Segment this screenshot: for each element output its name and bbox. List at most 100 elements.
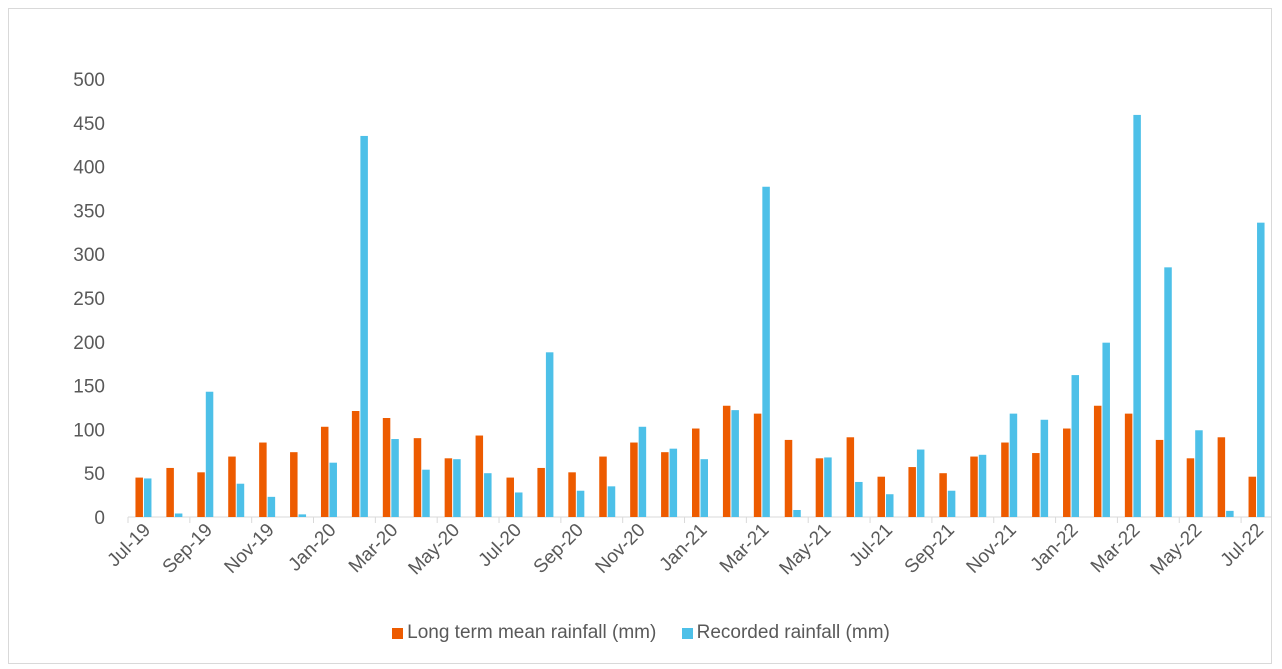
- x-tick-label: Mar-21: [716, 520, 773, 577]
- bar-long-term-mean: [290, 452, 298, 517]
- bar-long-term-mean: [692, 428, 700, 517]
- bar-recorded: [855, 481, 863, 517]
- y-tick-label: 450: [73, 114, 105, 135]
- bar-recorded: [1040, 419, 1049, 517]
- bar-long-term-mean: [444, 458, 453, 517]
- bar-recorded: [298, 514, 307, 517]
- bar-long-term-mean: [351, 411, 360, 517]
- y-tick-label: 250: [73, 289, 105, 310]
- bar-recorded: [267, 496, 276, 517]
- bar-long-term-mean: [939, 473, 947, 517]
- bar-recorded: [1133, 114, 1141, 517]
- bar-long-term-mean: [382, 418, 391, 517]
- bar-long-term-mean: [1032, 453, 1040, 517]
- bar-recorded: [1195, 430, 1203, 517]
- bar-recorded: [391, 439, 399, 517]
- x-tick-label: Jan-21: [656, 520, 712, 576]
- bar-long-term-mean: [722, 405, 731, 517]
- bar-recorded: [669, 448, 678, 517]
- bar-long-term-mean: [1155, 439, 1164, 517]
- legend-label-long-term-mean: Long term mean rainfall (mm): [407, 622, 657, 643]
- bar-long-term-mean: [1248, 476, 1257, 517]
- bar-recorded: [731, 410, 739, 517]
- x-tick-label: Nov-21: [963, 520, 1021, 578]
- bar-long-term-mean: [815, 458, 824, 517]
- x-tick-label: Mar-20: [345, 520, 402, 577]
- legend-swatch-long-term-mean: [392, 627, 404, 639]
- x-tick-label: Jul-21: [846, 520, 897, 571]
- y-tick-label: 50: [84, 464, 105, 485]
- bar-long-term-mean: [753, 413, 762, 517]
- bar-long-term-mean: [877, 476, 886, 517]
- x-tick-label: Sep-19: [159, 520, 217, 578]
- bar-long-term-mean: [197, 472, 205, 517]
- bar-recorded: [947, 490, 956, 517]
- legend-item-long-term-mean: Long term mean rainfall (mm): [392, 622, 656, 644]
- bar-long-term-mean: [1217, 437, 1226, 517]
- bar-recorded: [824, 457, 832, 517]
- legend-swatch-recorded: [681, 627, 693, 639]
- bar-long-term-mean: [630, 442, 638, 517]
- legend-label-recorded: Recorded rainfall (mm): [696, 622, 890, 643]
- x-tick-label: Jul-22: [1217, 520, 1268, 571]
- bar-long-term-mean: [1093, 405, 1102, 517]
- bar-recorded: [545, 352, 554, 517]
- bar-recorded: [576, 490, 585, 517]
- chart-frame: [8, 8, 1272, 664]
- bar-recorded: [514, 492, 523, 517]
- bar-recorded: [1164, 267, 1172, 517]
- bar-recorded: [638, 426, 647, 517]
- x-tick-label: Jan-20: [285, 520, 341, 576]
- y-tick-label: 0: [94, 508, 105, 529]
- bar-long-term-mean: [166, 467, 174, 517]
- y-tick-label: 500: [73, 70, 105, 91]
- bar-recorded: [484, 473, 492, 517]
- bar-long-term-mean: [320, 426, 329, 517]
- x-tick-label: Mar-22: [1087, 520, 1144, 577]
- bar-long-term-mean: [970, 456, 978, 517]
- bar-recorded: [762, 186, 770, 518]
- bar-recorded: [886, 494, 894, 517]
- bar-recorded: [793, 509, 801, 517]
- bar-recorded: [143, 478, 152, 517]
- bar-recorded: [422, 469, 430, 517]
- bar-long-term-mean: [599, 456, 607, 517]
- bar-recorded: [1102, 342, 1110, 517]
- bar-recorded: [205, 391, 214, 517]
- bar-recorded: [236, 483, 245, 517]
- bar-long-term-mean: [1063, 428, 1071, 517]
- y-tick-label: 400: [73, 158, 105, 179]
- legend: Long term mean rainfall (mm) Recorded ra…: [0, 622, 1282, 645]
- x-tick-label: Jan-22: [1027, 520, 1083, 576]
- y-tick-label: 200: [73, 333, 105, 354]
- x-tick-label: Sep-21: [901, 520, 959, 578]
- bar-long-term-mean: [1186, 458, 1195, 517]
- x-tick-label: Jul-19: [104, 520, 155, 571]
- bar-recorded: [916, 449, 925, 517]
- bar-recorded: [174, 513, 183, 517]
- bar-long-term-mean: [784, 439, 793, 517]
- bar-long-term-mean: [568, 472, 576, 517]
- x-tick-label: May-21: [776, 520, 836, 580]
- y-axis: 0 50 100 150 200 250 300 350 400 450 500: [73, 70, 105, 529]
- bar-recorded: [453, 459, 461, 517]
- bar-recorded: [978, 454, 987, 517]
- bar-recorded: [1257, 222, 1265, 517]
- x-tick-label: Jul-20: [475, 520, 526, 571]
- x-tick-label: Sep-20: [530, 520, 588, 578]
- bar-long-term-mean: [1001, 442, 1009, 517]
- bar-long-term-mean: [846, 437, 855, 517]
- bar-recorded: [329, 462, 337, 517]
- bar-long-term-mean: [259, 442, 267, 517]
- y-tick-label: 300: [73, 245, 105, 266]
- x-axis: Jul-19 Sep-19 Nov-19 Jan-20 Mar-20 May-20 Jul-…: [104, 516, 1272, 580]
- legend-item-recorded: Recorded rainfall (mm): [681, 622, 890, 644]
- x-tick-label: May-20: [405, 520, 465, 580]
- x-tick-label: May-22: [1147, 520, 1207, 580]
- bar-recorded: [1071, 375, 1080, 517]
- bar-long-term-mean: [1124, 413, 1133, 517]
- bar-recorded: [360, 135, 368, 517]
- x-tick-label: Nov-19: [221, 520, 279, 578]
- bar-recorded: [1226, 510, 1234, 517]
